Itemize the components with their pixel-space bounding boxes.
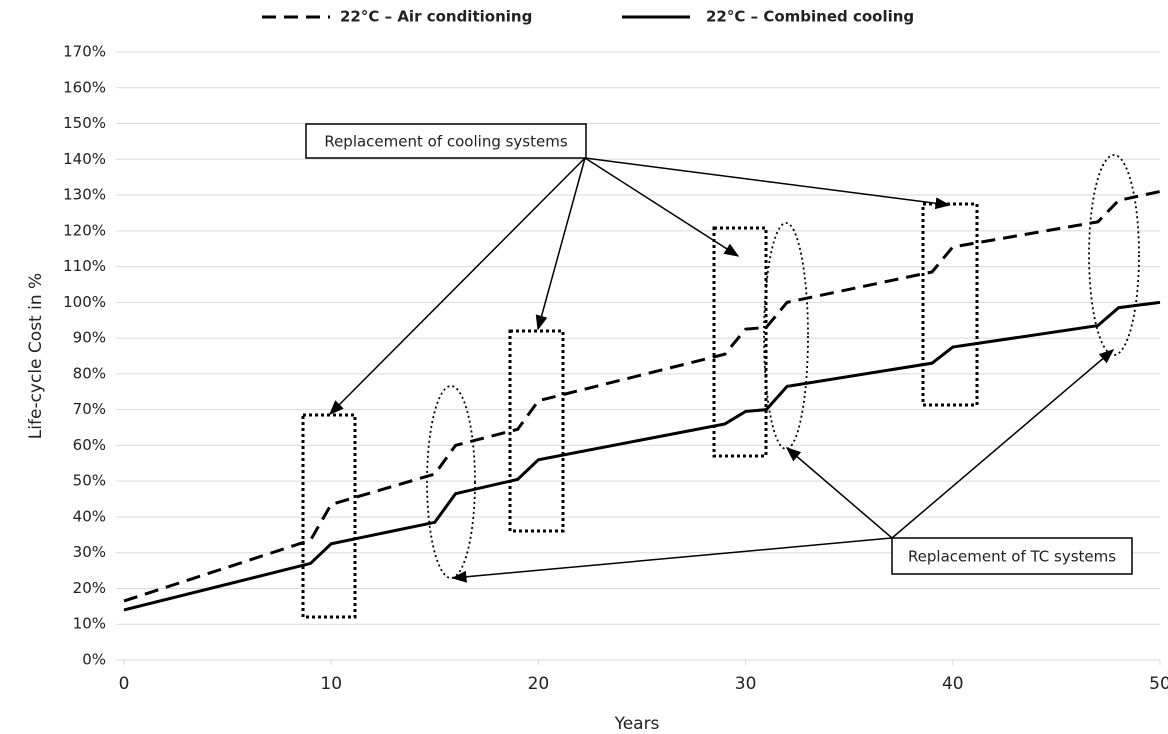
x-tick-label: 40 [942, 674, 964, 694]
y-tick-label: 150% [63, 114, 106, 132]
x-tick-label: 30 [735, 674, 757, 694]
y-tick-label: 140% [63, 150, 106, 168]
annotation-box [305, 123, 587, 159]
y-tick-label: 10% [73, 615, 106, 633]
y-tick-label: 120% [63, 221, 106, 239]
arrow [451, 537, 893, 583]
y-tick-label: 130% [63, 186, 106, 204]
arrow [584, 157, 951, 210]
arrow [891, 349, 1115, 539]
x-tick-label: 20 [528, 674, 550, 694]
annotation-box [891, 537, 1133, 575]
x-tick-label: 50 [1149, 674, 1168, 694]
series-line [123, 300, 1161, 612]
annotation-box [921, 202, 979, 407]
y-tick-label: 20% [73, 579, 106, 597]
arrow [584, 157, 740, 257]
arrow [328, 157, 586, 416]
arrow [785, 447, 893, 539]
y-tick-label: 90% [73, 329, 106, 347]
y-tick-label: 70% [73, 400, 106, 418]
series-line [123, 190, 1161, 603]
y-tick-label: 100% [63, 293, 106, 311]
y-axis-label: Life-cycle Cost in % [26, 273, 46, 439]
x-tick-label: 0 [119, 674, 130, 694]
arrow [535, 157, 586, 331]
annotation-box [508, 329, 565, 533]
annotation-box [712, 226, 768, 458]
y-tick-label: 170% [63, 43, 106, 61]
lines [123, 190, 1161, 612]
annotation: Replacement of TC systems [908, 548, 1116, 566]
annotation: Replacement of cooling systems [324, 133, 568, 151]
x-tick-label: 10 [320, 674, 342, 694]
grid [116, 51, 1161, 665]
x-axis-label: Years [614, 714, 660, 734]
y-tick-label: 160% [63, 78, 106, 96]
y-tick-label: 80% [73, 364, 106, 382]
y-tick-label: 60% [73, 436, 106, 454]
y-tick-label: 50% [73, 472, 106, 490]
annotation-ellipse [1088, 154, 1140, 356]
y-tick-label: 40% [73, 507, 106, 525]
y-tick-label: 0% [82, 651, 106, 669]
annotation-ellipse [426, 385, 476, 579]
legend-label: 22°C – Combined cooling [706, 8, 914, 26]
y-tick-label: 30% [73, 543, 106, 561]
y-tick-label: 110% [63, 257, 106, 275]
annotations: Replacement of cooling systems Replaceme… [301, 123, 1140, 619]
legend-label: 22°C – Air conditioning [340, 8, 532, 26]
annotation-ellipse [763, 222, 809, 450]
